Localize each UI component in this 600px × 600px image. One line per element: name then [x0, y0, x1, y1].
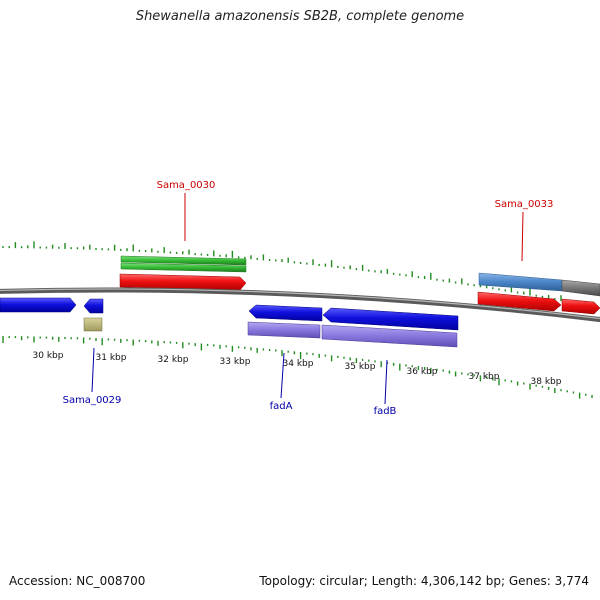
cds-sama-0034[interactable]: [561, 298, 600, 315]
gene-label-sama-0029[interactable]: Sama_0029: [63, 395, 122, 406]
forward-strand-features: [119, 255, 600, 315]
genome-backbone-highlight: [0, 288, 600, 320]
scale-label: 30 kbp: [33, 351, 64, 361]
cds-fadb[interactable]: [322, 307, 459, 331]
reverse-strand-features: [0, 297, 459, 348]
cds-fada[interactable]: [248, 304, 323, 322]
reverse-feature-fadb[interactable]: [321, 324, 458, 348]
gc-skew-track-lower: [2, 336, 593, 399]
callout-line: [280, 352, 285, 399]
genome-summary-text: Topology: circular; Length: 4,306,142 bp…: [259, 574, 589, 588]
page-title: Shewanella amazonensis SB2B, complete ge…: [135, 9, 465, 24]
scale-label: 32 kbp: [158, 355, 189, 365]
gene-label-sama-0033[interactable]: Sama_0033: [495, 199, 554, 210]
callout-line: [91, 347, 95, 393]
cds-sama-0033[interactable]: [477, 291, 562, 312]
cds-sama-0030[interactable]: [119, 273, 247, 291]
misc-feature[interactable]: [478, 272, 563, 292]
scale-labels: 30 kbp 31 kbp 32 kbp 33 kbp 34 kbp 35 kb…: [33, 351, 562, 387]
scale-label: 38 kbp: [531, 377, 562, 387]
accession-text: Accession: NC_008700: [9, 574, 146, 588]
cds-sama-0029[interactable]: [83, 298, 104, 314]
scale-label: 36 kbp: [407, 367, 438, 377]
gene-label-fada[interactable]: fadA: [270, 401, 293, 412]
rna-feature-lower[interactable]: [120, 262, 247, 273]
scale-label: 34 kbp: [283, 359, 314, 369]
gene-callouts: Sama_0030 Sama_0033 Sama_0029 fadA fadB: [63, 180, 554, 417]
scale-label: 37 kbp: [469, 372, 500, 382]
gene-label-fadb[interactable]: fadB: [374, 406, 397, 417]
reverse-feature-fada[interactable]: [247, 321, 321, 339]
callout-line: [521, 211, 524, 262]
callout-line: [384, 359, 388, 405]
repeat-region[interactable]: [83, 317, 103, 332]
scale-label: 31 kbp: [96, 353, 127, 363]
cds-sama-0028[interactable]: [0, 297, 77, 313]
gap-feature[interactable]: [561, 279, 600, 297]
rna-feature[interactable]: [120, 255, 247, 266]
genome-backbone: [0, 287, 600, 323]
gene-label-sama-0030[interactable]: Sama_0030: [157, 180, 216, 191]
scale-label: 35 kbp: [345, 362, 376, 372]
scale-label: 33 kbp: [220, 357, 251, 367]
